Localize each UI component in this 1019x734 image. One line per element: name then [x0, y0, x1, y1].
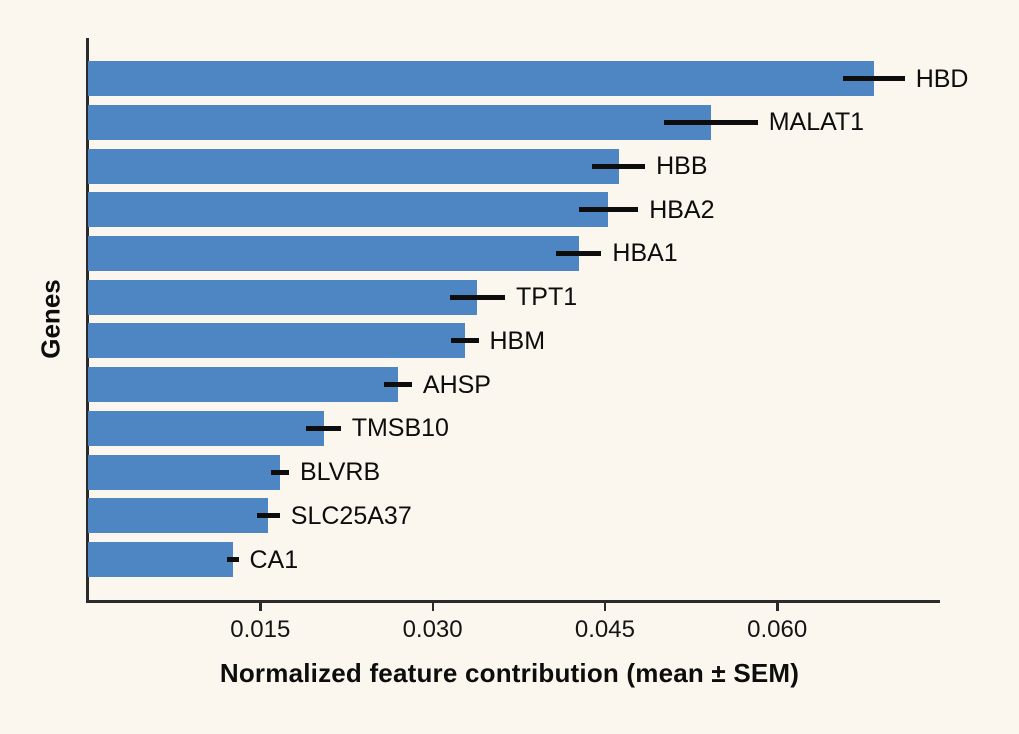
error-bar-hba1 — [555, 250, 602, 256]
bar-label-ahsp: AHSP — [422, 370, 491, 399]
x-tick-label: 0.015 — [230, 616, 291, 643]
bar-label-hba1: HBA1 — [612, 239, 678, 268]
x-axis-title: Normalized feature contribution (mean ± … — [219, 658, 800, 688]
x-tick-label: 0.045 — [574, 616, 635, 643]
bar-hba2 — [88, 192, 609, 228]
bar-label-blvrb: BLVRB — [300, 458, 381, 486]
x-tick-label: 0.030 — [402, 616, 463, 643]
error-bar-hbd — [842, 76, 905, 81]
error-bar-ahsp — [384, 382, 412, 388]
error-bar-ca1 — [227, 557, 239, 562]
bar-label-hbb: HBB — [656, 152, 708, 180]
x-tick — [259, 602, 262, 611]
bar-ahsp — [88, 367, 399, 403]
plot-area: HBD MALAT1 HBB HBA2 HBA1 TPT1 HBM AHSP TMSB10 BLV… — [86, 38, 968, 643]
bar-malat1 — [88, 104, 711, 140]
x-axis-line — [86, 600, 940, 603]
bar-hbd — [88, 61, 874, 96]
bar-label-hbd: HBD — [915, 64, 969, 93]
x-tick-label: 0.060 — [747, 616, 808, 643]
error-bar-slc25a37 — [256, 513, 280, 519]
error-bar-malat1 — [663, 119, 758, 125]
bar-label-ca1: CA1 — [249, 545, 299, 574]
bar-hba1 — [88, 235, 579, 271]
bar-blvrb — [88, 454, 280, 490]
error-bar-hbb — [592, 163, 646, 169]
bar-label-slc25a37: SLC25A37 — [290, 501, 412, 530]
bar-label-hbm: HBM — [489, 326, 546, 355]
bar-hbm — [88, 323, 465, 359]
bar-hbb — [88, 148, 619, 184]
x-tick — [776, 602, 779, 611]
bar-ca1 — [88, 542, 233, 577]
bar-label-tmsb10: TMSB10 — [351, 414, 449, 443]
bar-label-malat1: MALAT1 — [768, 108, 865, 137]
x-tick — [431, 602, 435, 611]
bar-label-hba2: HBA2 — [649, 195, 715, 224]
y-axis-line — [86, 38, 89, 602]
error-bar-hba2 — [578, 207, 639, 213]
error-bar-tmsb10 — [306, 425, 341, 431]
bar-slc25a37 — [88, 498, 269, 534]
bar-label-tpt1: TPT1 — [516, 283, 578, 312]
error-bar-hbm — [451, 338, 479, 344]
error-bar-tpt1 — [449, 294, 505, 300]
bar-tpt1 — [88, 279, 478, 315]
error-bar-blvrb — [270, 469, 289, 475]
bar-tmsb10 — [88, 410, 324, 446]
x-tick — [603, 602, 607, 611]
y-axis-title: Genes — [35, 279, 66, 359]
